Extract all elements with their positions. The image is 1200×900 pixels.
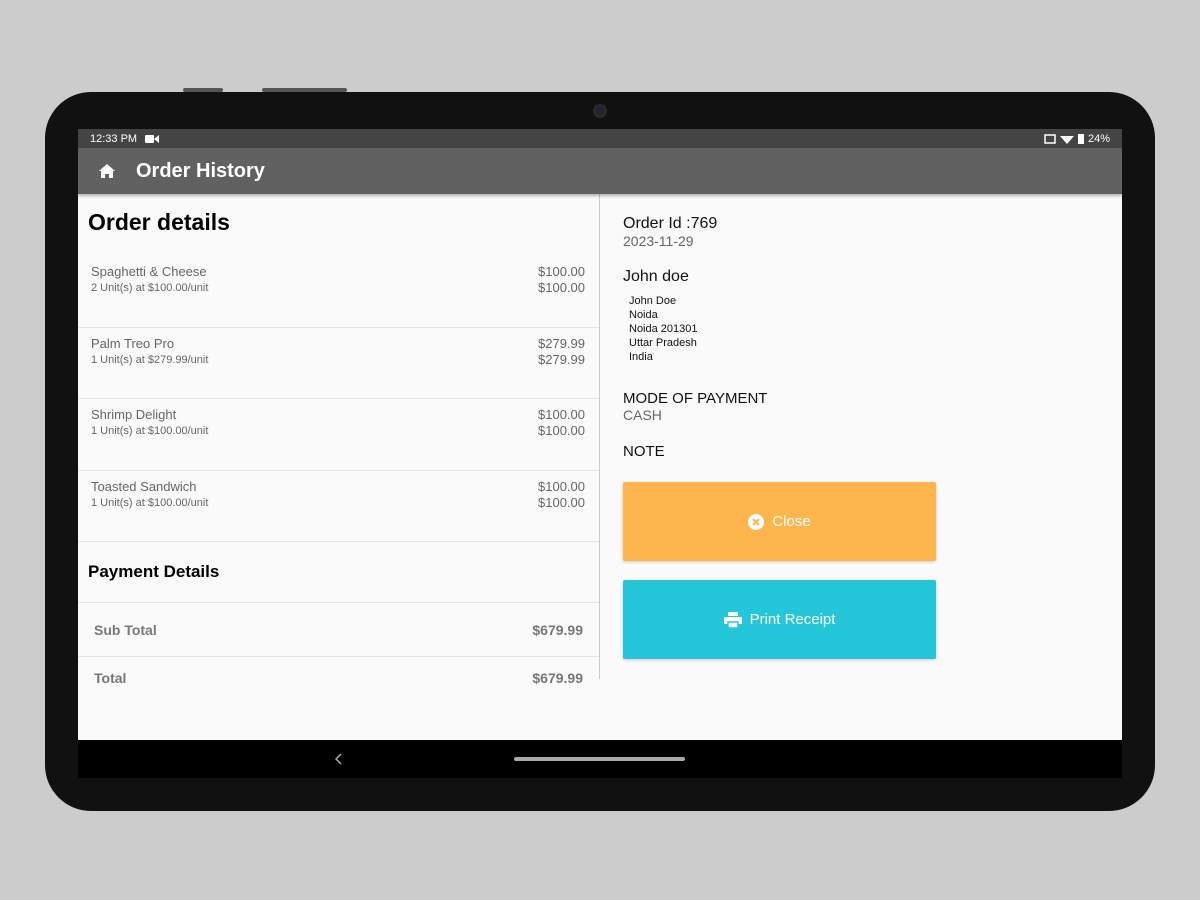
subtotal-row: Sub Total $679.99 [78,603,599,657]
home-button[interactable] [78,164,136,178]
volume-button [183,88,223,92]
item-price: $100.00 [538,407,585,422]
item-price: $100.00 [538,478,585,494]
item-name: Palm Treo Pro [91,335,175,351]
navigation-bar [78,740,1122,778]
home-gesture-handle[interactable] [514,757,685,761]
order-item: Toasted Sandwich 1 Unit(s) at $100.00/uni… [78,471,599,542]
address-line: Noida [629,309,658,321]
payment-details-heading: Payment Details [78,542,599,603]
item-total: $279.99 [538,351,585,367]
close-button[interactable]: Close [623,482,936,561]
battery-icon [1077,133,1084,144]
total-value: $679.99 [532,670,583,686]
cast-icon [1044,133,1056,144]
total-row: Total $679.99 [78,657,599,699]
print-label: Print Receipt [749,611,836,628]
payment-mode-label: MODE OF PAYMENT [623,390,768,407]
item-quantity: 1 Unit(s) at $100.00/unit [91,496,209,509]
item-quantity: 2 Unit(s) at $100.00/unit [91,282,209,294]
home-icon [99,164,115,178]
address-line: India [629,351,653,363]
item-price: $100.00 [538,264,585,279]
order-info-panel: Order Id :769 2023-11-29 John doe John D… [623,194,936,659]
note-label: NOTE [623,443,665,460]
battery-level: 24% [1087,132,1110,145]
video-icon [145,134,160,143]
item-name: Toasted Sandwich [91,478,197,494]
back-icon[interactable] [334,753,342,765]
item-quantity: 1 Unit(s) at $100.00/unit [91,425,209,437]
address-line: Uttar Pradesh [629,337,697,349]
order-details-heading: Order details [88,209,230,235]
address: John Doe Noida Noida 201301 Uttar Prades… [623,294,767,364]
customer-name: John doe [623,268,689,285]
close-label: Close [772,513,811,530]
page-title: Order History [136,159,265,182]
item-name: Spaghetti & Cheese [91,264,207,279]
status-time: 12:33 PM [90,132,138,145]
item-price: $279.99 [538,335,585,351]
order-details-panel: Order details Spaghetti & Cheese 2 Unit(s… [78,194,600,686]
item-total: $100.00 [538,423,585,438]
payment-mode: CASH [623,407,662,423]
close-circle-icon [748,513,765,530]
item-name: Shrimp Delight [91,407,177,422]
power-button [262,88,347,92]
order-id: Order Id :769 [623,215,718,232]
order-date: 2023-11-29 [623,233,694,249]
status-bar: 12:33 PM 24% [78,129,1122,148]
address-line: Noida 201301 [629,323,698,335]
subtotal-value: $679.99 [532,621,583,638]
app-bar: Order History [78,148,1122,194]
printer-icon [723,611,742,628]
order-item: Spaghetti & Cheese 2 Unit(s) at $100.00/u… [78,256,599,328]
item-total: $100.00 [538,280,585,295]
address-line: John Doe [629,295,677,307]
camera [593,104,607,118]
order-item: Shrimp Delight 1 Unit(s) at $100.00/unit $… [78,399,599,471]
print-receipt-button[interactable]: Print Receipt [623,580,936,659]
total-label: Total [94,670,127,686]
screen: 12:33 PM 24% Order History Order details… [78,129,1122,778]
order-item: Palm Treo Pro 1 Unit(s) at $279.99/unit $2… [78,328,599,399]
wifi-icon [1059,135,1074,144]
item-total: $100.00 [538,494,585,510]
subtotal-label: Sub Total [94,621,157,638]
item-quantity: 1 Unit(s) at $279.99/unit [91,353,209,366]
